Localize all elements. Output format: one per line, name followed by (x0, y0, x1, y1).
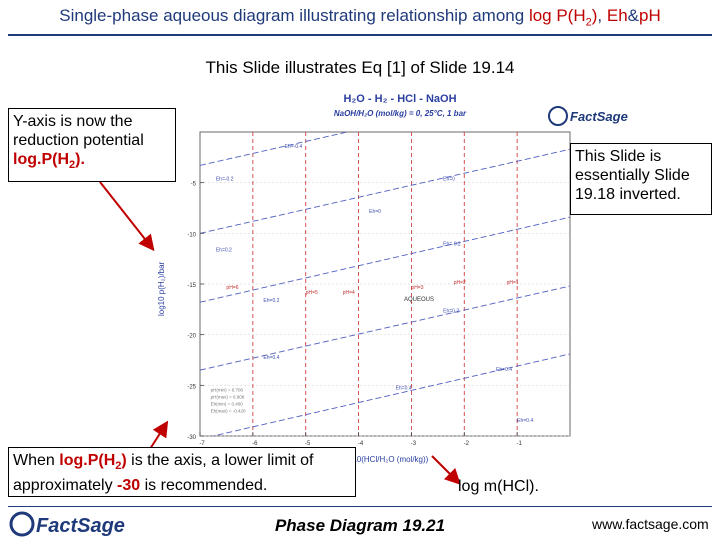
title-logp-sub: 2 (585, 16, 592, 29)
eh-line-label: Eh=0 (443, 177, 455, 183)
eh-line (200, 216, 570, 303)
footer-title: Phase Diagram 19.21 (274, 516, 446, 535)
title-rule (8, 34, 712, 36)
eh-line-label: Eh=0.4 (396, 385, 412, 391)
x-tick-label: -1 (516, 441, 522, 447)
grid-layer (200, 182, 570, 437)
eh-line-label: Eh=0.4 (517, 418, 533, 424)
title-sep: , (597, 6, 607, 25)
x-tick-label: -3 (411, 441, 417, 447)
eh-line (211, 353, 570, 436)
callout-bottom-suffix: is recommended. (140, 477, 268, 495)
ph-line-label: pH=3 (411, 285, 423, 291)
legend-entry: Eh(min) = 0.400 (211, 401, 244, 406)
line-labels: Eh=-0.4 Eh=-0.2 Eh=0 Eh=0 Eh=-0.2 Eh=0.2 Eh=0.… (216, 144, 533, 424)
footer-logo-ring-icon (9, 511, 35, 537)
eh-line-label: Eh=0.2 (216, 248, 232, 254)
callout-left-close: ). (75, 151, 85, 168)
slide-title: Single-phase aqueous diagram illustratin… (0, 6, 720, 28)
title-prefix: Single-phase aqueous diagram illustratin… (59, 6, 529, 25)
y-axis-label: log10 p(H₂)/bar (157, 261, 166, 316)
callout-bottom-red2: -30 (117, 477, 141, 495)
eh-line-label: Eh=-0.4 (285, 144, 303, 150)
legend-entry: pH(max) = 6.908 (211, 394, 245, 399)
callout-left-sub: 2 (69, 159, 76, 172)
callout-bottom-red1-close: ) (121, 452, 127, 469)
arrow-to-lower-limit (149, 420, 169, 450)
eh-line-label: Eh=0.2 (263, 298, 279, 304)
slide-subtitle: This Slide illustrates Eq [1] of Slide 1… (205, 58, 515, 77)
factsage-chart-logo: FactSage (548, 106, 628, 126)
axis-ticks: -5 -10 -15 -20 -25 -30-7 -6 -5 -4 -3 -2 -1 (187, 182, 522, 447)
eh-line (200, 148, 570, 234)
x-axis-callout: log m(HCl). (458, 478, 539, 495)
x-axis-label: log10(HCl/H₂O (mol/kg)) (342, 455, 429, 464)
title-logp-text: log P(H (528, 6, 586, 25)
y-tick-label: -30 (187, 435, 196, 441)
y-tick-label: -15 (187, 283, 196, 289)
ph-line-label: pH=5 (306, 290, 318, 296)
callout-left-red: log.P(H (13, 151, 69, 168)
callout-bottom-red1: log.P(H (59, 452, 116, 469)
title-logp-close: ) (591, 6, 598, 25)
chart-title: H₂O - H₂ - HCl - NaOH (343, 93, 456, 105)
inverted-note-callout: This Slide is essentially Slide 19.18 in… (570, 143, 712, 215)
title-eh: Eh (606, 6, 628, 25)
footer-logo-text: FactSage (36, 515, 125, 537)
logo-ring-icon (548, 106, 568, 126)
title-amp: & (627, 6, 640, 25)
chart-background (150, 86, 630, 486)
factsage-footer-logo: FactSage (9, 511, 125, 537)
eh-lines (200, 132, 570, 436)
arrow-to-x-axis (431, 455, 461, 485)
phase-diagram-chart: H₂O - H₂ - HCl - NaOH NaOH/H₂O (mol/kg) … (150, 86, 630, 486)
callout-bottom-prefix: When (13, 452, 60, 469)
x-tick-label: -5 (305, 441, 311, 447)
callout-left-line3: log.P(H2). (13, 150, 171, 175)
region-label: AQUEOUS (404, 297, 434, 303)
eh-line-label: Eh=0.4 (263, 355, 279, 361)
x-tick-label: -4 (358, 441, 364, 447)
chart-legend: pH(min) = 0.700 pH(max) = 6.908 Eh(min) = … (211, 387, 246, 413)
y-tick-label: -25 (187, 384, 196, 390)
ph-lines (252, 132, 518, 436)
eh-line-label: Eh=0 (369, 209, 381, 215)
x-tick-label: -2 (464, 441, 470, 447)
eh-line-label: Eh=0.2 (443, 308, 459, 314)
footer-rule (8, 506, 712, 507)
y-tick-label: -5 (191, 182, 197, 188)
eh-line-label: Eh=-0.2 (443, 241, 461, 247)
title-logp: log P(H2) (528, 6, 598, 29)
x-tick-label: -7 (199, 441, 205, 447)
ph-line-label: pH=2 (454, 280, 466, 286)
y-axis-callout: Y-axis is now the reduction potential lo… (8, 108, 176, 182)
legend-entry: pH(min) = 0.700 (211, 387, 244, 392)
eh-line-label: Eh=0.4 (496, 367, 512, 373)
eh-line (200, 132, 350, 166)
arrow-to-y-axis (99, 181, 155, 252)
callout-bottom-middle: is the axis, a lower limit of approximat… (13, 452, 314, 495)
title-ph: pH (639, 6, 661, 25)
eh-line (200, 285, 570, 371)
callout-bottom-sub: 2 (115, 460, 122, 473)
ph-line-label: pH=4 (343, 290, 355, 296)
callout-left-line2: reduction potential (13, 132, 144, 149)
footer-url[interactable]: www.factsage.com (592, 516, 709, 532)
chart-logo-text: FactSage (570, 109, 628, 124)
callout-left-line1: Y-axis is now the (13, 113, 133, 130)
eh-line-label: Eh=-0.2 (216, 177, 234, 183)
ph-line-label: pH=6 (226, 285, 238, 291)
x-tick-label: -6 (252, 441, 258, 447)
lower-limit-callout: When log.P(H2) is the axis, a lower limi… (8, 447, 356, 497)
y-tick-label: -20 (187, 334, 196, 340)
ph-line-label: pH=1 (507, 280, 519, 286)
legend-entry: Eh(max) = -0.420 (211, 408, 246, 413)
y-tick-label: -10 (187, 232, 196, 238)
chart-subtitle: NaOH/H₂O (mol/kg) = 0, 25°C, 1 bar (334, 109, 467, 118)
